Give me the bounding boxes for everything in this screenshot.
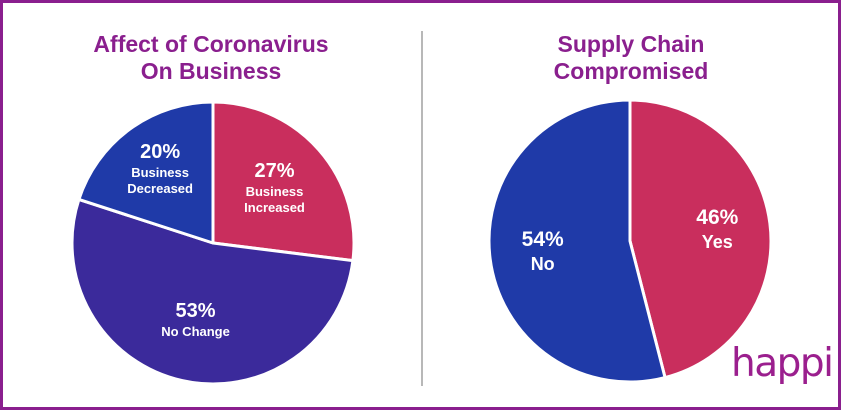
slice-category-label: Business xyxy=(131,165,189,180)
slice-value-label: 54% xyxy=(522,228,564,251)
happi-logo: happi xyxy=(731,341,834,386)
slice-category-label: Decreased xyxy=(127,181,193,196)
pie-slice-business-decreased xyxy=(77,100,215,245)
slice-value-label: 46% xyxy=(696,206,738,229)
slice-category-label: Yes xyxy=(702,232,733,252)
chart-divider xyxy=(421,31,423,386)
pie-slice-yes xyxy=(628,98,773,380)
slice-category-label: Business xyxy=(246,184,304,199)
pie-slice-business-increased xyxy=(211,100,356,263)
title-line-1: Supply Chain xyxy=(557,31,705,57)
slice-category-label: Increased xyxy=(244,200,305,215)
title-line-2: Compromised xyxy=(553,58,709,84)
slice-value-label: 20% xyxy=(140,141,180,163)
slice-category-label: No xyxy=(531,254,555,274)
slice-value-label: 53% xyxy=(176,300,216,322)
chart-title-supply-chain: Supply Chain Compromised xyxy=(441,31,821,85)
slice-value-label: 27% xyxy=(254,160,294,182)
pie-chart-supply-chain: 46% Yes 54% No xyxy=(487,98,773,384)
slice-category-label: No Change xyxy=(161,324,230,339)
pie-slice-no-change xyxy=(70,197,355,386)
title-line-1: Affect of Coronavirus xyxy=(93,31,329,57)
chart-title-business-impact: Affect of Coronavirus On Business xyxy=(21,31,401,85)
title-line-2: On Business xyxy=(140,58,282,84)
pie-slice-no xyxy=(487,98,667,384)
